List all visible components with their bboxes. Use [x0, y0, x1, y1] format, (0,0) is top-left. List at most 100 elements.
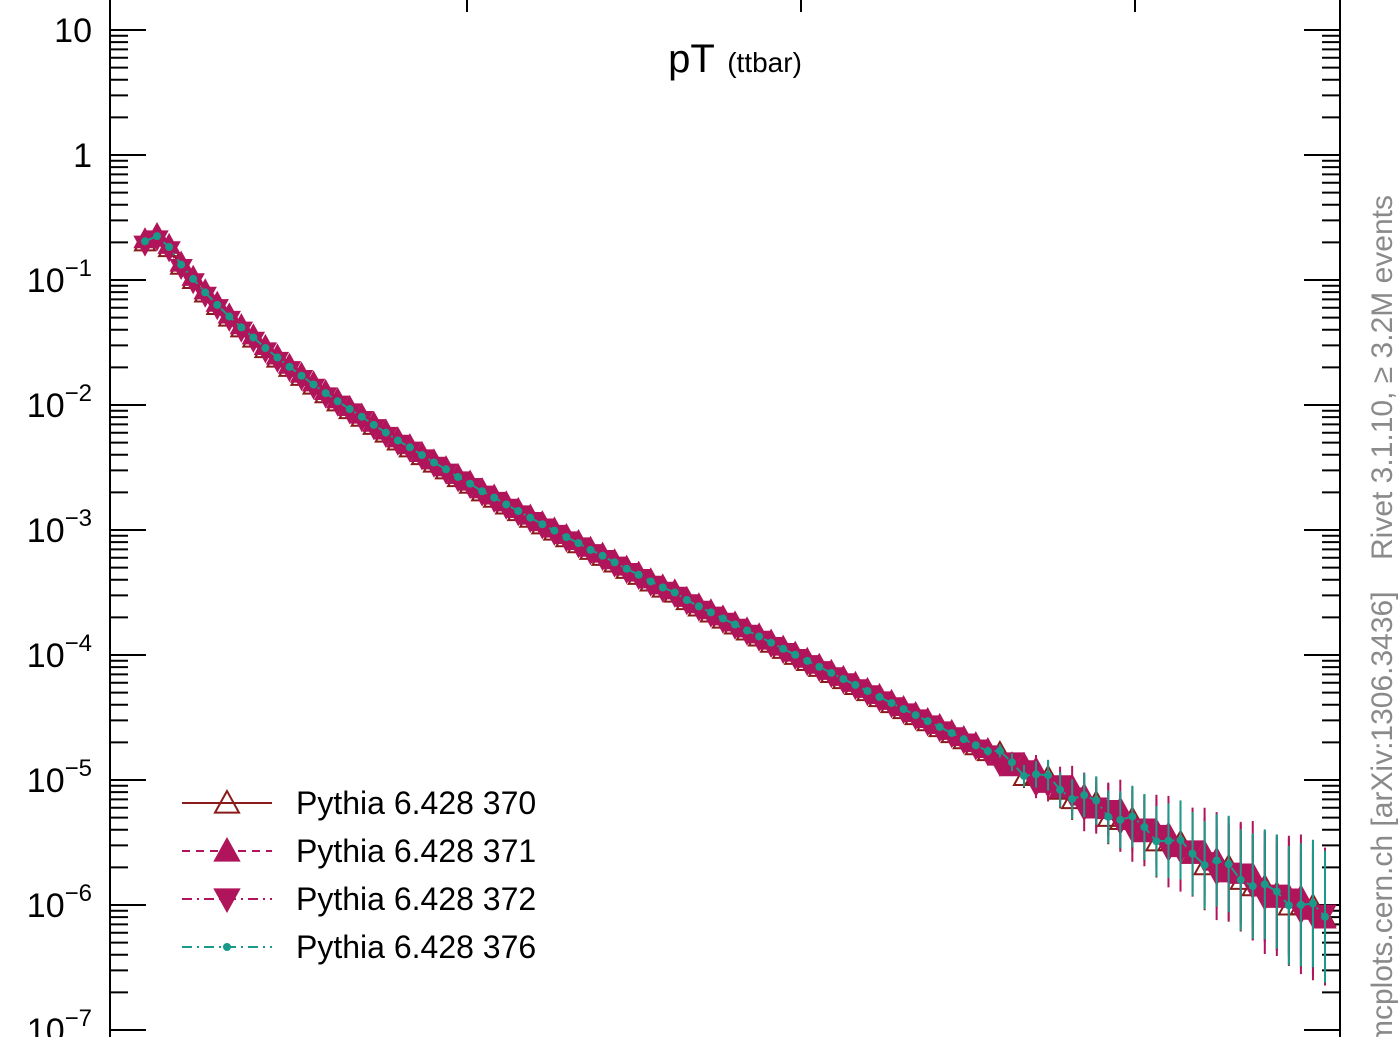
- data-point: [1236, 875, 1245, 884]
- data-point: [177, 260, 186, 269]
- legend-marker: [223, 943, 231, 951]
- data-point: [157, 241, 181, 263]
- y-tick-label-exponent: −4: [65, 630, 92, 657]
- y-tick-label: 10−1: [27, 255, 92, 300]
- data-point: [1321, 912, 1329, 921]
- data-point: [610, 558, 619, 567]
- data-point: [429, 458, 438, 467]
- y-tick-label-base: 10: [27, 512, 65, 550]
- data-point: [1044, 771, 1053, 780]
- x-axis-ticks: [466, 0, 1136, 12]
- data-point: [1068, 795, 1077, 804]
- data-point: [911, 711, 920, 720]
- mcplots-source-label: mcplots.cern.ch [arXiv:1306.3436]: [1366, 591, 1399, 1037]
- data-point: [899, 705, 908, 714]
- data-point: [249, 333, 258, 342]
- data-point: [1176, 836, 1185, 845]
- data-point: [478, 487, 487, 496]
- data-point: [1188, 849, 1197, 858]
- data-point: [229, 321, 254, 343]
- y-tick-label-base: 10: [27, 1012, 65, 1037]
- data-point: [755, 632, 764, 641]
- data-point: [1007, 758, 1016, 767]
- y-tick-label-exponent: −5: [65, 755, 92, 782]
- data-point: [213, 300, 222, 309]
- y-tick-label-base: 10: [27, 262, 65, 300]
- y-tick-label-base: 1: [73, 137, 92, 175]
- data-point: [791, 650, 800, 659]
- data-point: [947, 729, 956, 738]
- data-point: [321, 389, 330, 398]
- data-point: [1140, 823, 1149, 832]
- data-point: [442, 465, 451, 474]
- data-point: [983, 747, 992, 756]
- data-point: [851, 680, 860, 689]
- data-point: [1224, 860, 1233, 869]
- data-point: [779, 644, 788, 653]
- data-point: [466, 479, 475, 488]
- data-point: [1308, 899, 1317, 908]
- data-point: [682, 596, 691, 605]
- y-tick-label: 10−6: [27, 880, 92, 925]
- data-point: [333, 397, 342, 406]
- data-point: [502, 500, 511, 509]
- legend-marker: [213, 836, 241, 862]
- y-tick-label-exponent: −2: [65, 380, 92, 407]
- data-point: [1128, 812, 1137, 821]
- legend: Pythia 6.428 370 Pythia 6.428 371 Pythia 6…: [182, 785, 536, 965]
- data-point: [1116, 815, 1125, 824]
- y-tick-label: 10−7: [27, 1005, 92, 1037]
- data-point: [935, 723, 944, 732]
- data-point: [1260, 880, 1269, 889]
- data-point: [237, 323, 246, 332]
- data-point: [995, 746, 1004, 755]
- data-point: [550, 526, 559, 535]
- y-tick-label-base: 10: [27, 637, 65, 675]
- data-point: [454, 473, 463, 482]
- data-point: [369, 420, 378, 429]
- y-tick-label: 10: [54, 12, 92, 50]
- data-point: [1056, 785, 1065, 794]
- legend-label: Pythia 6.428 376: [296, 929, 536, 965]
- data-point: [1200, 861, 1209, 870]
- data-point: [309, 380, 318, 389]
- data-point: [694, 602, 703, 611]
- y-axis-ticks: [110, 29, 1340, 1031]
- y-tick-label-exponent: −6: [65, 880, 92, 907]
- data-point: [217, 310, 241, 332]
- data-point: [574, 539, 583, 548]
- data-point: [169, 258, 193, 281]
- data-point: [165, 243, 174, 252]
- data-point: [598, 551, 607, 560]
- data-point: [145, 230, 169, 252]
- series-line: [144, 234, 1326, 918]
- rivet-version-label: Rivet 3.1.10, ≥ 3.2M events: [1366, 195, 1399, 560]
- y-tick-label-exponent: −3: [65, 505, 92, 532]
- data-point: [201, 288, 210, 297]
- data-point: [959, 735, 968, 744]
- data-point: [1272, 887, 1281, 896]
- y-tick-label-exponent: −1: [65, 255, 92, 282]
- data-point: [1248, 882, 1257, 891]
- y-tick-label-exponent: −7: [65, 1005, 92, 1032]
- chart-title-main: pT: [668, 37, 715, 81]
- data-point: [586, 545, 595, 554]
- data-point: [622, 564, 631, 573]
- data-point: [357, 412, 366, 421]
- data-point: [875, 693, 884, 702]
- plot-frame: [109, 0, 1341, 1037]
- series-2: [133, 221, 1337, 986]
- legend-marker: [213, 788, 241, 814]
- data-point: [839, 675, 848, 684]
- data-point: [1019, 771, 1028, 780]
- series-layer: [133, 221, 1337, 986]
- legend-label: Pythia 6.428 372: [296, 881, 536, 917]
- data-point: [273, 353, 282, 362]
- series-4: [141, 232, 1329, 983]
- y-tick-label: 10−3: [27, 505, 92, 550]
- data-point: [297, 371, 306, 380]
- data-point: [393, 436, 402, 445]
- data-point: [731, 620, 739, 629]
- data-point: [562, 533, 571, 542]
